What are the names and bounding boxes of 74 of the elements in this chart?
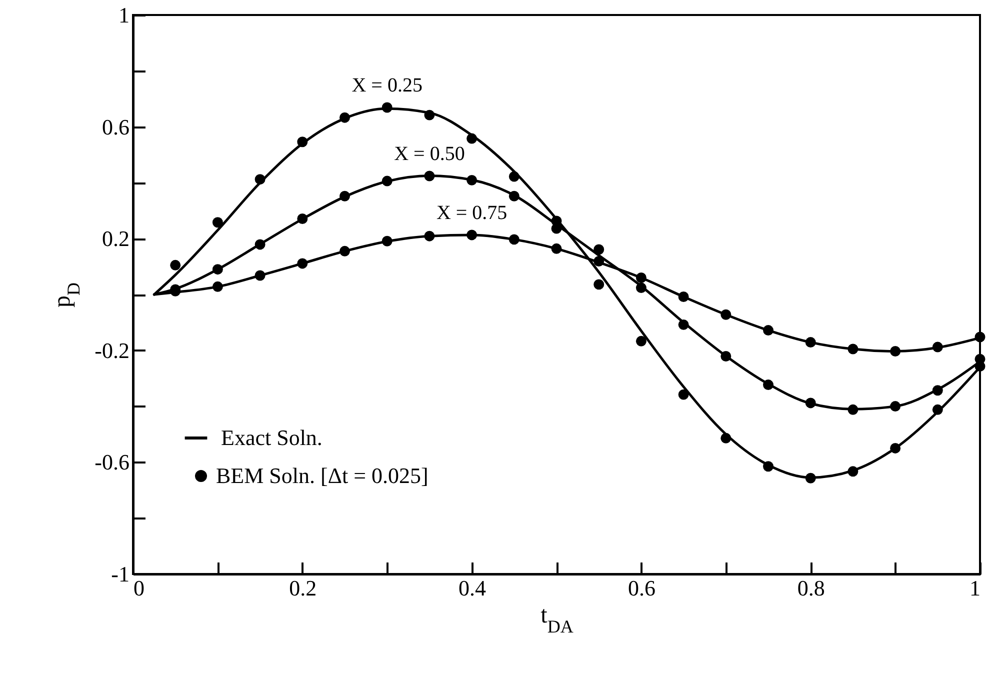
x-tick-label: 1 [970, 576, 980, 600]
point [254, 174, 266, 185]
y-tick-label: 0.6 [102, 114, 130, 140]
point [720, 309, 732, 320]
point [466, 230, 478, 240]
point [508, 234, 520, 245]
point [678, 292, 689, 302]
point [212, 217, 223, 228]
point [594, 244, 604, 255]
point [424, 110, 435, 120]
point [763, 325, 774, 336]
point [594, 256, 604, 266]
y-tick-label: 1 [118, 2, 130, 28]
point [763, 380, 774, 390]
annotation: X = 0.50 [394, 142, 465, 165]
x-tick-label: 0.8 [797, 576, 825, 600]
point [508, 190, 520, 202]
point [382, 236, 392, 246]
point [890, 346, 901, 356]
y-tick-label: -0.2 [94, 338, 130, 363]
x-tick-label: 0.4 [458, 576, 486, 600]
point [720, 432, 732, 444]
point [636, 336, 646, 346]
point [254, 239, 266, 250]
x-tick-label: 0 [134, 576, 144, 600]
point [848, 344, 858, 354]
point [212, 281, 223, 292]
point [763, 461, 774, 472]
point [594, 279, 604, 290]
point [932, 404, 943, 415]
point [424, 170, 435, 182]
point [805, 337, 816, 348]
point [551, 243, 562, 254]
legend-label: BEM Soln. [Δt = 0.025] [216, 463, 428, 488]
point [254, 270, 266, 281]
annotation: X = 0.75 [436, 202, 508, 224]
point [848, 404, 858, 415]
point [551, 223, 562, 234]
point [382, 176, 392, 186]
point [297, 214, 308, 224]
y-tick-label: 0.2 [102, 226, 130, 252]
y-tick-label: -0.6 [94, 450, 130, 475]
x-tick-label: 0.6 [628, 576, 656, 600]
point [297, 136, 308, 148]
legend-label: Exact Soln. [221, 425, 322, 450]
x-tick-label: 0.2 [289, 576, 317, 600]
point [340, 112, 350, 123]
point [805, 398, 816, 408]
point [720, 351, 732, 362]
point [932, 385, 943, 396]
point [890, 401, 901, 412]
annotation: X = 0.25 [352, 74, 422, 97]
point [340, 246, 350, 256]
y-tick-label: -1 [111, 562, 130, 586]
point [508, 171, 520, 182]
point [974, 354, 986, 364]
point [678, 389, 689, 400]
point [932, 342, 943, 352]
point [340, 190, 350, 202]
point [382, 102, 392, 113]
point [678, 319, 689, 330]
point [424, 230, 435, 242]
point [297, 258, 308, 269]
point [805, 472, 816, 484]
point [636, 282, 646, 294]
point [466, 133, 478, 144]
point [212, 264, 223, 275]
point [974, 332, 986, 342]
x-axis-title: t$_{DA}$ [540, 602, 574, 636]
point [466, 174, 478, 186]
point [848, 466, 858, 477]
point [890, 442, 901, 454]
point [636, 272, 646, 283]
point [170, 260, 181, 270]
